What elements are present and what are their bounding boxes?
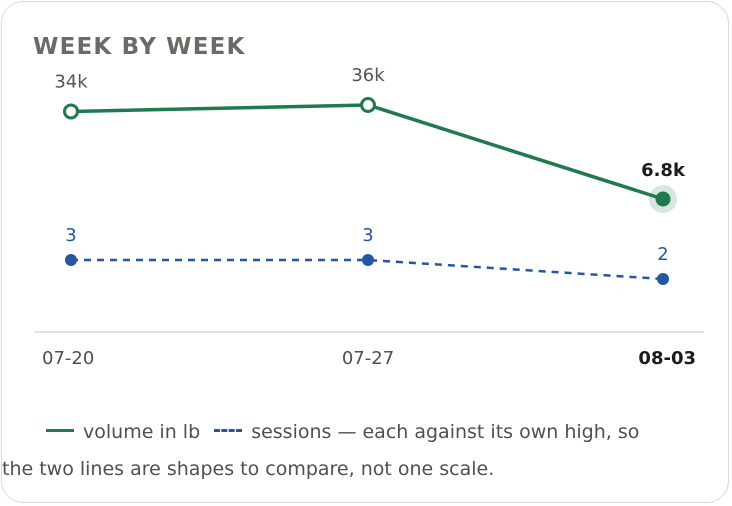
data-label-sessions: 2: [657, 244, 668, 265]
legend-swatch-volume: [46, 429, 74, 432]
data-point-volume: [360, 97, 376, 113]
legend-label-volume: volume in lb: [83, 421, 201, 443]
legend-label-sessions: sessions — each against its own high, so: [251, 421, 640, 443]
x-tick-label: 07-27: [342, 348, 394, 369]
data-label-volume: 36k: [351, 65, 385, 86]
x-tick-label: 07-20: [42, 348, 94, 369]
legend: volume in lb sessions — each against its…: [2, 414, 706, 488]
data-label-volume: 6.8k: [641, 160, 686, 181]
data-point-sessions: [65, 254, 77, 266]
legend-swatch-sessions: [214, 429, 243, 432]
data-label-sessions: 3: [362, 225, 373, 246]
series-line-volume: [70, 103, 664, 201]
series-line-sessions: [71, 258, 664, 281]
data-label-sessions: 3: [65, 225, 76, 246]
x-tick-label: 08-03: [638, 348, 696, 369]
data-label-volume: 34k: [54, 71, 88, 92]
chart-title: WEEK BY WEEK: [33, 34, 246, 60]
line-chart: 07-20 07-27 08-03 34k 36k 6.8k 3 3 2: [34, 65, 704, 369]
legend-note: the two lines are shapes to compare, not…: [2, 458, 495, 480]
data-point-volume: [63, 103, 79, 120]
data-point-sessions: [657, 273, 669, 285]
data-point-sessions: [362, 254, 374, 266]
data-point-volume: [655, 191, 671, 207]
